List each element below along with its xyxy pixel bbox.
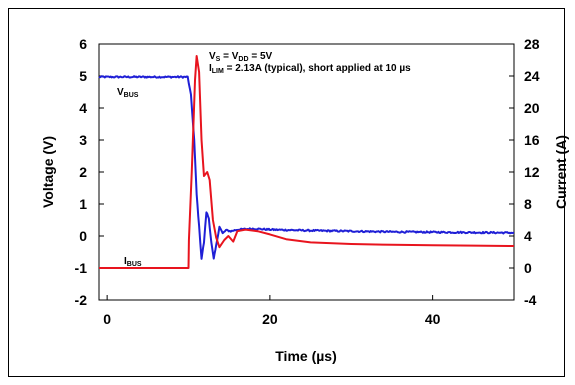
- annotation-supply: VS = VDD = 5V: [209, 51, 273, 63]
- x-axis-ticks: 0 20 40: [103, 295, 441, 327]
- y-right-tick-label: 28: [524, 36, 540, 52]
- y-left-tick-label: 0: [79, 228, 87, 244]
- y-left-tick-label: 3: [79, 132, 87, 148]
- x-tick-label: 20: [262, 311, 278, 327]
- y-left-tick-label: 5: [79, 68, 87, 84]
- y-left-tick-label: -1: [75, 260, 88, 276]
- y-left-tick-label: 1: [79, 196, 87, 212]
- y-right-tick-label: 0: [524, 260, 532, 276]
- x-tick-label: 0: [103, 311, 111, 327]
- x-tick-label: 40: [425, 311, 441, 327]
- ibus-label: IBUS: [124, 256, 142, 268]
- series-line-vbus: [98, 75, 515, 260]
- y-left-axis-ticks: -2 -1 0 1 2 3 4 5 6: [75, 36, 104, 308]
- y-right-tick-label: 16: [524, 132, 540, 148]
- annotation-ilim: ILIM = 2.13A (typical), short applied at…: [209, 63, 411, 75]
- series-layer: [98, 55, 515, 269]
- y-right-axis-title: Current (A): [553, 135, 569, 209]
- y-right-tick-label: -4: [524, 292, 537, 308]
- y-right-tick-label: 12: [524, 164, 540, 180]
- chart-frame: [8, 8, 565, 377]
- y-left-tick-label: -2: [75, 292, 88, 308]
- y-left-tick-label: 4: [79, 100, 87, 116]
- vbus-label: VBUS: [117, 87, 139, 99]
- y-left-tick-label: 6: [79, 36, 87, 52]
- y-right-tick-label: 4: [524, 228, 532, 244]
- y-right-axis-ticks: -4 0 4 8 12 16 20 24 28: [509, 36, 540, 308]
- y-left-tick-label: 2: [79, 164, 87, 180]
- y-right-tick-label: 20: [524, 100, 540, 116]
- y-right-tick-label: 8: [524, 196, 532, 212]
- x-axis-title: Time (µs): [275, 348, 337, 364]
- plot-area: [98, 43, 515, 301]
- series-line-ibus: [99, 55, 515, 269]
- y-left-axis-title: Voltage (V): [40, 136, 56, 208]
- y-right-tick-label: 24: [524, 68, 540, 84]
